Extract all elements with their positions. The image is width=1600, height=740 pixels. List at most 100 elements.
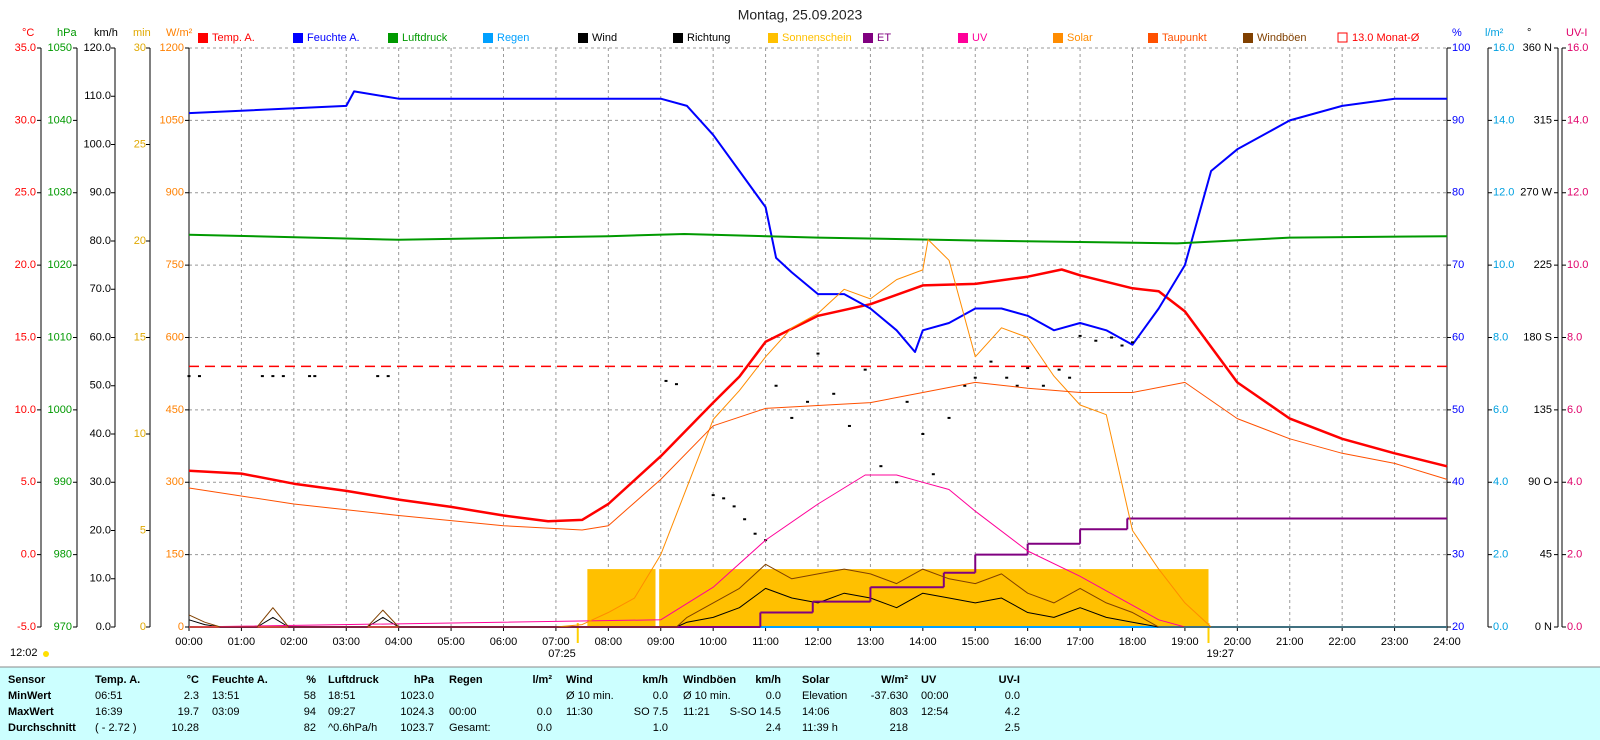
direction-dot [1078, 334, 1082, 337]
direction-dot [281, 375, 285, 378]
y-tick-label: 90 [1452, 114, 1464, 126]
table-cell: 11:30 [566, 706, 593, 718]
y-tick-label: -5.0 [17, 621, 36, 633]
table-cell: 2.3 [184, 690, 199, 702]
solar-noon: 12:02 [10, 647, 38, 659]
direction-dot [931, 473, 935, 476]
y-tick-label: 10.0 [90, 573, 111, 585]
x-tick-label: 14:00 [909, 636, 937, 648]
y-tick-label: 8.0 [1493, 331, 1508, 343]
y-tick-label: 0.0 [1493, 621, 1508, 633]
table-header: km/h [755, 674, 781, 686]
direction-dot [753, 532, 757, 535]
y-tick-label: 1010 [48, 331, 72, 343]
table-cell: 0.0 [653, 690, 668, 702]
x-tick-label: 24:00 [1433, 636, 1461, 648]
table-cell: ( - 2.72 ) [95, 722, 137, 734]
axis-unit: % [1452, 27, 1462, 39]
x-tick-label: 16:00 [1014, 636, 1042, 648]
y-tick-label: 0.0 [96, 621, 111, 633]
series-line [189, 239, 1447, 628]
table-cell: 11:39 h [802, 722, 838, 734]
y-tick-label: 10.0 [1493, 259, 1514, 271]
legend-swatch [958, 33, 968, 43]
x-tick-label: 01:00 [228, 636, 256, 648]
direction-dot [1015, 384, 1019, 387]
x-tick-label: 11:00 [752, 636, 779, 648]
y-tick-label: 5.0 [21, 476, 36, 488]
x-tick-label: 20:00 [1224, 636, 1252, 648]
table-header: Solar [802, 674, 830, 686]
y-tick-label: 60.0 [90, 331, 111, 343]
table-cell: 218 [890, 722, 908, 734]
y-tick-label: 30 [1452, 549, 1464, 561]
table-cell: 0.0 [537, 722, 552, 734]
x-tick-label: 13:00 [857, 636, 885, 648]
y-tick-label: 90.0 [90, 187, 111, 199]
table-cell: 1023.0 [400, 690, 434, 702]
legend-label: Feuchte A. [307, 32, 360, 44]
legend-label: Regen [497, 32, 529, 44]
y-tick-label: 80 [1452, 187, 1464, 199]
direction-dot [947, 416, 951, 419]
axis-unit: UV-I [1566, 27, 1587, 39]
table-cell: 16:39 [95, 706, 123, 718]
series-line [188, 233, 1448, 245]
table-cell: 0.0 [537, 706, 552, 718]
direction-dot [674, 383, 678, 386]
table-cell: Ø 10 min. [683, 690, 731, 702]
y-tick-label: 0 N [1535, 621, 1552, 633]
legend-swatch [1148, 33, 1158, 43]
y-tick-label: 25.0 [15, 187, 36, 199]
direction-dot [1094, 339, 1098, 342]
x-tick-label: 19:00 [1171, 636, 1199, 648]
y-tick-label: 30.0 [90, 476, 111, 488]
y-tick-label: 4.0 [1493, 476, 1508, 488]
y-tick-label: 30.0 [15, 114, 36, 126]
legend-label: Richtung [687, 32, 730, 44]
series-line [188, 268, 1448, 523]
direction-dot [1041, 384, 1045, 387]
y-tick-label: 1000 [48, 404, 72, 416]
table-cell: 19.7 [178, 706, 199, 718]
y-tick-label: 1200 [160, 42, 184, 54]
y-tick-label: 900 [166, 187, 184, 199]
y-tick-label: 2.0 [1567, 549, 1582, 561]
table-cell: 14:06 [802, 706, 830, 718]
y-tick-label: 270 W [1520, 187, 1552, 199]
table-header: °C [187, 674, 199, 686]
x-tick-label: 10:00 [699, 636, 727, 648]
legend-label: UV [972, 32, 988, 44]
series-line [188, 90, 1447, 353]
axis-unit: W/m² [166, 27, 193, 39]
table-header: Luftdruck [328, 674, 380, 686]
y-tick-label: 10.0 [1567, 259, 1588, 271]
row-label: MaxWert [8, 706, 54, 718]
table-cell: S-SO 14.5 [730, 706, 781, 718]
x-tick-label: 22:00 [1328, 636, 1356, 648]
table-cell: 18:51 [328, 690, 356, 702]
x-tick-label: 18:00 [1119, 636, 1147, 648]
table-cell: 13:51 [212, 690, 240, 702]
direction-dot [790, 416, 794, 419]
y-tick-label: 20 [1452, 621, 1464, 633]
table-cell: 06:51 [95, 690, 123, 702]
y-tick-label: 16.0 [1567, 42, 1588, 54]
legend-swatch [293, 33, 303, 43]
direction-dot [816, 352, 820, 355]
table-header: km/h [642, 674, 668, 686]
row-label: Durchschnitt [8, 722, 76, 734]
table-cell: 03:09 [212, 706, 240, 718]
table-cell: 11:21 [683, 706, 710, 718]
y-tick-label: 50.0 [90, 380, 111, 392]
axis-unit: °C [22, 27, 34, 39]
table-cell: 0.0 [766, 690, 781, 702]
direction-dot [847, 424, 851, 427]
y-tick-label: 180 S [1523, 331, 1552, 343]
table-cell: 0.0 [1005, 690, 1020, 702]
table-cell: -37.630 [871, 690, 908, 702]
table-cell: 1.0 [653, 722, 668, 734]
direction-dot [905, 400, 909, 403]
